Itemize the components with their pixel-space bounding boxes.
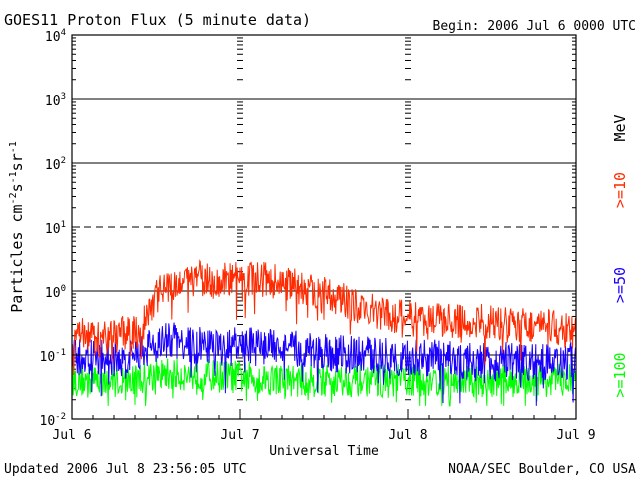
legend-entry-p50: >=50 <box>611 267 629 303</box>
y-tick-label: 104 <box>45 28 66 45</box>
y-tick-label: 10-2 <box>40 412 67 429</box>
data-series <box>71 259 577 407</box>
legend-unit: MeV <box>611 114 629 141</box>
legend: MeV >=10 >=50 >=100 <box>611 114 629 397</box>
y-tick-label: 10-1 <box>40 348 67 365</box>
gridlines <box>72 98 576 356</box>
series-line-p10 <box>71 259 577 375</box>
series-line-p50 <box>71 322 577 406</box>
y-axis-tick-labels: 10-2 10-1 100 101 102 103 104 <box>40 28 576 429</box>
series-line-p100 <box>71 357 577 407</box>
begin-date: Begin: 2006 Jul 6 0000 UTC <box>433 19 637 34</box>
x-tick-label: Jul 7 <box>220 428 259 443</box>
y-tick-label: 102 <box>45 156 66 173</box>
x-tick-label: Jul 9 <box>556 428 595 443</box>
x-tick-label: Jul 6 <box>52 428 91 443</box>
legend-entry-p10: >=10 <box>611 172 629 208</box>
x-tick-label: Jul 8 <box>388 428 427 443</box>
y-tick-label: 103 <box>45 92 66 109</box>
chart-title: GOES11 Proton Flux (5 minute data) <box>4 11 311 29</box>
updated-timestamp: Updated 2006 Jul 8 23:56:05 UTC <box>4 462 247 477</box>
x-axis-label: Universal Time <box>269 444 379 459</box>
y-axis-label: Particles cm-2s-1sr-1 <box>8 141 26 313</box>
legend-entry-p100: >=100 <box>611 352 629 397</box>
y-tick-label: 101 <box>45 220 66 237</box>
x-axis-tick-labels: Jul 6 Jul 7 Jul 8 Jul 9 <box>52 428 595 443</box>
credit-text: NOAA/SEC Boulder, CO USA <box>448 462 636 477</box>
y-tick-label: 100 <box>45 284 66 301</box>
minor-ticks <box>72 37 576 420</box>
